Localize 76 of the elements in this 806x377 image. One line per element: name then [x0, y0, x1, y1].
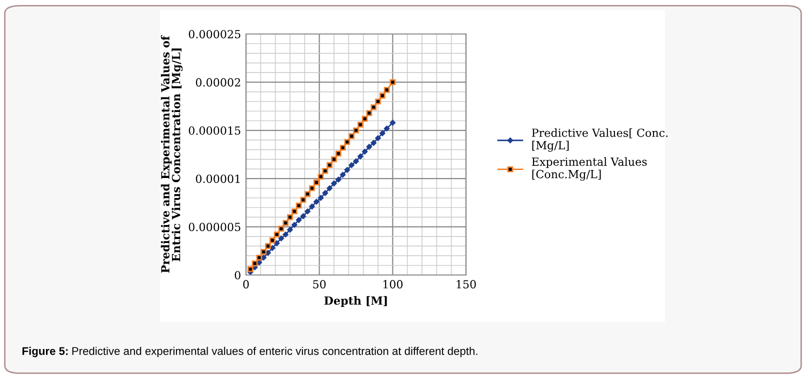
point	[326, 185, 332, 192]
x-tick-label: 100	[383, 280, 403, 288]
point	[278, 226, 284, 232]
point	[322, 168, 328, 174]
point	[278, 236, 284, 242]
point	[362, 148, 368, 154]
point	[287, 226, 293, 233]
point	[304, 191, 311, 197]
point	[348, 162, 354, 168]
point	[375, 98, 381, 104]
x-tick-label: 0	[243, 280, 249, 288]
x-tick-label: 50	[313, 280, 326, 288]
point	[274, 240, 280, 246]
point	[260, 248, 267, 255]
point	[331, 180, 337, 186]
caption: Figure 5: Predictive and experimental values of enteric virus concentration at different depth.	[22, 346, 478, 358]
point	[366, 110, 372, 116]
y-tick-label: 0.00002	[196, 78, 240, 87]
point	[331, 156, 337, 162]
point	[357, 122, 364, 128]
y-tick-label: 0.00001	[196, 174, 240, 183]
point	[282, 220, 289, 226]
point	[292, 222, 298, 228]
point	[336, 176, 342, 182]
point	[384, 86, 390, 93]
point	[247, 266, 254, 272]
point	[390, 120, 396, 126]
point	[384, 126, 390, 132]
point	[314, 198, 320, 205]
point	[390, 79, 396, 86]
point	[309, 185, 315, 192]
point	[296, 217, 302, 223]
point	[300, 196, 306, 203]
y-tick-label: 0.000025	[188, 30, 240, 38]
point	[370, 140, 376, 146]
point	[358, 154, 364, 160]
point	[380, 130, 386, 136]
point	[322, 190, 328, 196]
point	[366, 144, 372, 150]
point	[270, 245, 276, 251]
y-axis-title: Predictive and Experimental Values of Entric Virus Concentration [Mg/L]	[160, 35, 183, 273]
point	[370, 104, 377, 110]
point	[309, 204, 315, 210]
point	[287, 214, 293, 220]
y-tick-label: 0.000005	[188, 222, 240, 232]
y-tick-label: 0	[234, 270, 240, 280]
point	[326, 162, 333, 168]
point	[379, 92, 386, 99]
point	[291, 208, 298, 214]
y-tick-label: 0.000015	[188, 126, 240, 135]
point	[340, 172, 346, 178]
point	[304, 208, 310, 214]
point	[344, 139, 350, 145]
point	[274, 232, 280, 238]
x-axis-title: Depth [M]	[324, 296, 387, 307]
x-tick-label: 150	[456, 280, 476, 288]
legend-label: Predictive Values[ Conc. [Mg/L]	[532, 128, 668, 152]
point	[318, 174, 324, 180]
point	[318, 195, 324, 201]
point	[362, 116, 368, 122]
point	[296, 202, 302, 209]
point	[348, 133, 355, 140]
point	[353, 158, 359, 164]
point	[282, 232, 288, 238]
point	[340, 144, 346, 151]
point	[269, 237, 276, 244]
point	[265, 243, 271, 249]
point	[256, 254, 262, 261]
point	[313, 180, 320, 186]
point	[375, 135, 381, 141]
legend-label: Experimental Values [Conc.Mg/L]	[532, 157, 647, 181]
point	[353, 127, 359, 134]
point	[300, 213, 306, 220]
point	[252, 260, 258, 266]
point	[344, 167, 350, 173]
point	[335, 150, 342, 156]
